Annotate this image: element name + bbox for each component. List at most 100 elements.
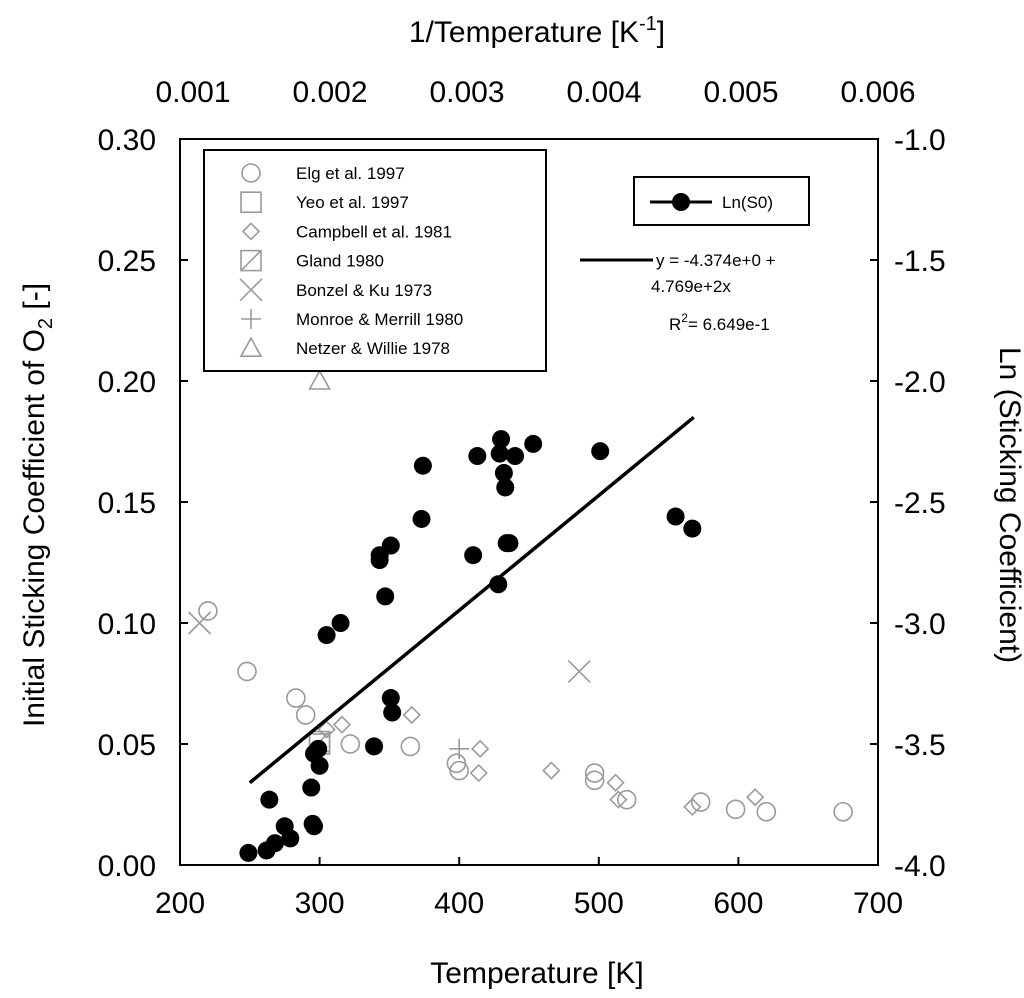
ln-data-point — [309, 739, 328, 758]
ln-data-point — [305, 817, 324, 836]
ln-data-point — [524, 434, 543, 453]
data-point — [584, 763, 605, 783]
fit-annotation: y = -4.374e+0 + 4.769e+2x R2= 6.649e-1 — [580, 251, 776, 334]
fit-line — [248, 415, 695, 785]
ln-data-point — [381, 536, 400, 555]
ln-data-point — [310, 756, 329, 775]
ln-data-point — [281, 829, 300, 848]
x-tick-label: 600 — [713, 887, 763, 920]
y-tick-label: 0.05 — [98, 729, 156, 762]
x-tick-label: 500 — [574, 887, 624, 920]
ln-data-point — [331, 614, 350, 632]
ln-legend-marker — [672, 193, 690, 211]
y2-tick-label: -2.0 — [894, 366, 946, 399]
ln-data-point — [265, 834, 284, 853]
y2-axis-title: Ln (Sticking Coefficient) — [993, 347, 1024, 663]
ln-data-point — [239, 843, 258, 862]
data-point — [332, 715, 352, 734]
data-point — [198, 601, 218, 621]
x2-tick-label: 0.003 — [429, 76, 504, 109]
fit-equation-line1: y = -4.374e+0 + — [656, 251, 776, 270]
data-point — [400, 736, 421, 757]
legend-marker — [239, 278, 263, 302]
x-tick-label: 700 — [853, 887, 903, 920]
data-point — [690, 792, 711, 812]
ln-data-point — [317, 626, 336, 645]
data-point — [756, 801, 777, 822]
data-point — [237, 661, 257, 682]
series-legend: Elg et al. 1997 Yeo et al. 1997 Campbell e… — [203, 149, 547, 372]
data-point — [542, 761, 561, 780]
ln-data-point — [376, 587, 395, 606]
data-point — [609, 790, 628, 809]
y2-tick-label: -2.5 — [894, 487, 946, 520]
y-tick-label: 0.20 — [98, 366, 156, 399]
y2-tick-label: -3.5 — [894, 729, 946, 762]
y-tick-label: 0.30 — [98, 124, 156, 157]
top-axis-title: 1/Temperature [K-1] — [409, 13, 665, 49]
ln-data-point — [383, 703, 402, 722]
data-point — [833, 801, 853, 822]
legend-marker — [241, 163, 261, 183]
data-point — [616, 789, 637, 810]
legend-marker — [240, 249, 262, 272]
data-point — [683, 797, 702, 817]
data-point — [471, 739, 490, 758]
y-axis-title: Initial Sticking Coefficient of O2 [-] — [18, 283, 57, 727]
ln-data-point — [591, 442, 610, 461]
ln-data-point — [468, 447, 487, 466]
ln-data-point — [496, 478, 515, 497]
ln-data-point — [666, 507, 685, 526]
x-tick-label: 300 — [295, 887, 345, 920]
legend-marker — [241, 309, 261, 329]
ln-data-point — [260, 790, 279, 809]
y-tick-label: 0.00 — [98, 850, 156, 883]
y2-tick-label: -1.0 — [894, 124, 946, 157]
x-tick-label: 400 — [434, 887, 484, 920]
x2-tick-label: 0.005 — [703, 76, 778, 109]
x2-tick-label: 0.001 — [155, 76, 230, 109]
marks-layer — [187, 369, 853, 862]
y2-tick-label: -3.0 — [894, 608, 946, 641]
data-point — [286, 688, 306, 708]
ln-data-point — [492, 430, 511, 449]
legend-marker — [239, 336, 263, 358]
data-point — [308, 369, 331, 390]
ln-data-point — [490, 444, 509, 463]
legend-label: Netzer & Willie 1978 — [296, 339, 450, 358]
legend-label: Monroe & Merrill 1980 — [296, 310, 463, 329]
ln-data-point — [683, 519, 702, 538]
y2-tick-label: -4.0 — [894, 850, 946, 883]
data-point — [295, 705, 316, 725]
ln-data-point — [506, 447, 525, 466]
fit-r-squared: R2= 6.649e-1 — [669, 311, 770, 334]
x2-tick-label: 0.006 — [840, 76, 915, 109]
data-point — [584, 770, 605, 791]
ln-legend: Ln(S0) — [633, 176, 810, 226]
data-point — [567, 659, 591, 683]
data-point — [340, 734, 361, 754]
ln-legend-label: Ln(S0) — [722, 193, 773, 212]
ln-data-point — [412, 509, 431, 528]
ln-data-point — [494, 463, 513, 482]
x-tick-label: 200 — [155, 887, 205, 920]
data-point — [725, 799, 746, 820]
data-point — [449, 760, 470, 781]
ln-data-point — [370, 551, 389, 570]
y-tick-label: 0.10 — [98, 608, 156, 641]
data-point — [317, 720, 336, 739]
x-axis-title: Temperature [K] — [430, 957, 643, 990]
data-point — [187, 611, 212, 635]
data-point — [449, 738, 470, 759]
x2-tick-label: 0.004 — [566, 76, 641, 109]
legend-label: Gland 1980 — [296, 252, 384, 271]
legend-marker — [241, 222, 261, 241]
data-point — [469, 763, 488, 783]
legend-label: Yeo et al. 1997 — [296, 193, 409, 212]
ln-data-point — [489, 575, 508, 594]
legend-label: Campbell et al. 1981 — [296, 222, 452, 241]
fit-equation-line2: 4.769e+2x — [651, 277, 731, 296]
data-point — [746, 788, 765, 807]
ln-data-point — [500, 534, 519, 553]
legend-label: Elg et al. 1997 — [296, 164, 405, 183]
